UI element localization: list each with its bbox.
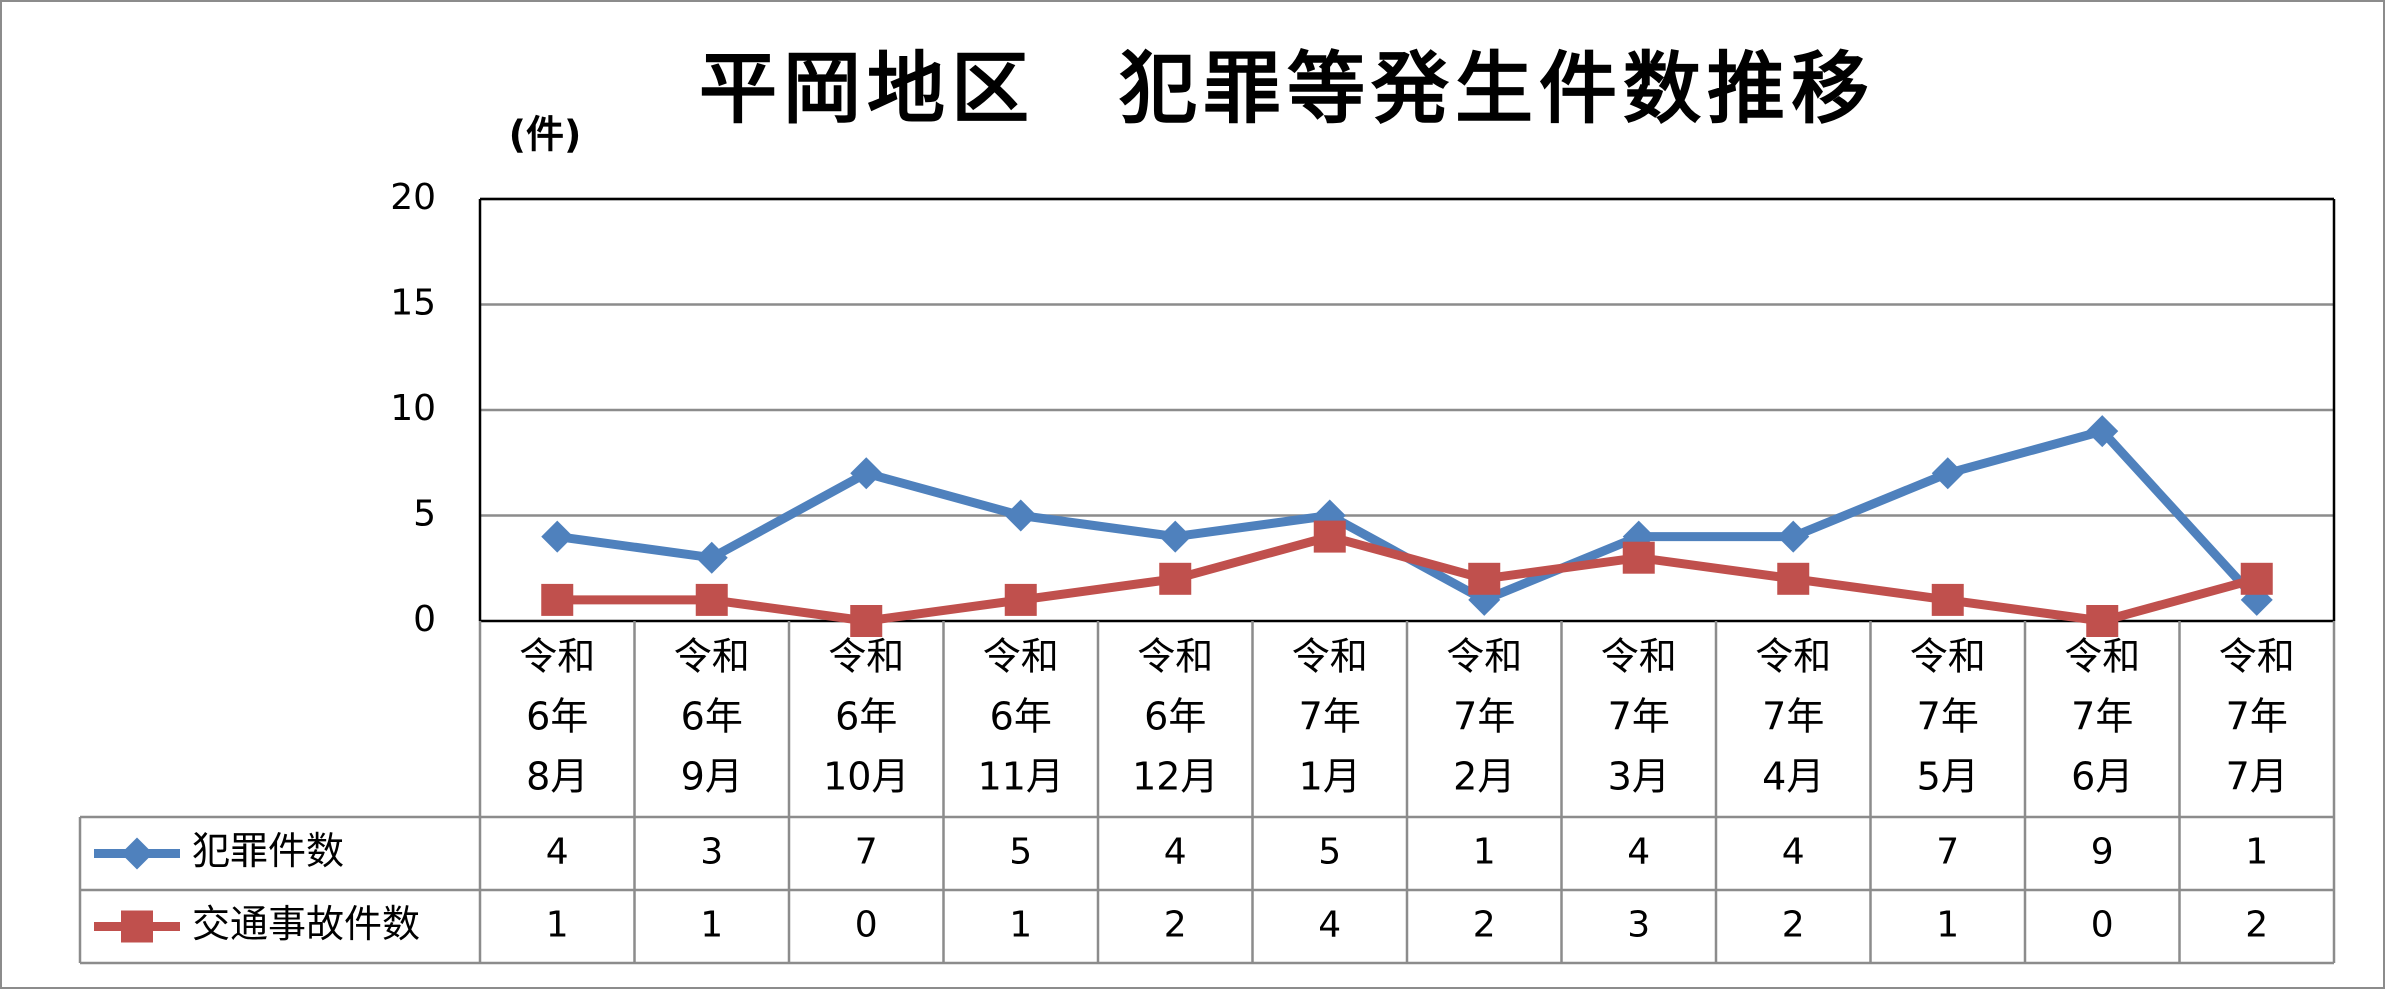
series-line-2 — [557, 532, 2258, 626]
legend-square-marker — [121, 910, 153, 943]
x-category-label: 令和 — [1137, 635, 1213, 679]
data-table-value: 4 — [546, 832, 569, 873]
data-table-value: 7 — [855, 832, 878, 873]
data-table-value: 1 — [700, 905, 723, 946]
series-2-point — [695, 583, 728, 616]
data-table-value: 5 — [1318, 832, 1341, 873]
x-category-label: 6月 — [2071, 755, 2133, 799]
series-1-point — [1159, 520, 1192, 553]
x-category-label: 令和 — [1292, 635, 1368, 679]
data-table-value: 1 — [1009, 905, 1032, 946]
data-table-value: 1 — [546, 905, 569, 946]
series-1-point — [541, 520, 574, 553]
legend-series-name: 交通事故件数 — [192, 902, 420, 946]
x-category-label: 7年 — [1453, 695, 1515, 739]
series-2-point — [1931, 583, 1964, 616]
x-category-label: 令和 — [1755, 635, 1831, 679]
x-category-label: 令和 — [2219, 635, 2295, 679]
x-category-label: 令和 — [983, 635, 1059, 679]
series-2-point — [1468, 562, 1501, 595]
data-table-value: 7 — [1936, 832, 1959, 873]
series-2-point — [1777, 562, 1810, 595]
data-table-value: 0 — [855, 905, 878, 946]
chart-title: 平岡地区 犯罪等発生件数推移 — [699, 44, 1875, 134]
x-category-label: 10月 — [823, 755, 909, 799]
series-2-point — [541, 583, 574, 616]
y-axis-unit-label: (件) — [509, 113, 582, 157]
x-category-label: 6年 — [1144, 695, 1206, 739]
series-2-point — [2240, 562, 2273, 595]
x-category-label: 令和 — [1910, 635, 1986, 679]
data-table-value: 9 — [2091, 832, 2114, 873]
data-table-value: 3 — [700, 832, 723, 873]
legend-series-name: 犯罪件数 — [192, 829, 344, 873]
x-category-label: 12月 — [1132, 755, 1218, 799]
series-1-point — [2086, 415, 2119, 448]
x-category-label: 6年 — [990, 695, 1052, 739]
data-table-value: 3 — [1627, 905, 1650, 946]
x-category-label: 4月 — [1762, 755, 1824, 799]
data-table-value: 4 — [1164, 832, 1187, 873]
y-tick-label: 5 — [413, 494, 436, 535]
data-table-value: 2 — [2245, 905, 2268, 946]
data-table-value: 2 — [1473, 905, 1496, 946]
x-category-label: 令和 — [828, 635, 904, 679]
legend-diamond-marker — [121, 837, 153, 870]
data-table-value: 1 — [1936, 905, 1959, 946]
series-2-point — [1622, 541, 1655, 574]
x-category-label: 7年 — [2226, 695, 2288, 739]
data-table-value: 1 — [1473, 832, 1496, 873]
data-table-value: 4 — [1782, 832, 1805, 873]
series-1-point — [1777, 520, 1810, 553]
x-category-label: 11月 — [978, 755, 1064, 799]
x-category-label: 6年 — [681, 695, 743, 739]
x-category-label: 令和 — [519, 635, 595, 679]
x-category-label: 6年 — [526, 695, 588, 739]
series-2-point — [850, 605, 883, 637]
x-category-label: 9月 — [681, 755, 743, 799]
data-table-value: 1 — [2245, 832, 2268, 873]
x-category-label: 3月 — [1608, 755, 1670, 799]
x-category-label: 7年 — [1299, 695, 1361, 739]
series-2-point — [1313, 520, 1346, 553]
x-category-label: 令和 — [1601, 635, 1677, 679]
x-category-label: 5月 — [1917, 755, 1979, 799]
y-tick-label: 10 — [390, 388, 436, 429]
y-tick-label: 0 — [413, 599, 436, 640]
x-category-label: 2月 — [1453, 755, 1515, 799]
x-category-label: 1月 — [1299, 755, 1361, 799]
x-category-label: 8月 — [526, 755, 588, 799]
x-category-label: 6年 — [835, 695, 897, 739]
data-table-value: 0 — [2091, 905, 2114, 946]
series-1-point — [1004, 499, 1037, 532]
y-tick-label: 20 — [390, 177, 436, 218]
series-2-point — [1004, 583, 1037, 616]
x-category-label: 7年 — [1608, 695, 1670, 739]
x-category-label: 7月 — [2226, 755, 2288, 799]
y-tick-label: 15 — [390, 283, 436, 324]
x-category-label: 7年 — [1917, 695, 1979, 739]
x-category-label: 7年 — [2071, 695, 2133, 739]
series-2-point — [1159, 562, 1192, 595]
x-category-label: 令和 — [2064, 635, 2140, 679]
data-table-value: 4 — [1318, 905, 1341, 946]
data-table-value: 4 — [1627, 832, 1650, 873]
series-2-point — [2086, 605, 2119, 637]
x-category-label: 令和 — [674, 635, 750, 679]
data-table-value: 2 — [1782, 905, 1805, 946]
x-category-label: 7年 — [1762, 695, 1824, 739]
data-table-value: 5 — [1009, 832, 1032, 873]
series-1-point — [1931, 457, 1964, 490]
series-1-point — [695, 541, 728, 574]
series-1-point — [850, 457, 883, 490]
data-table-value: 2 — [1164, 905, 1187, 946]
x-category-label: 令和 — [1446, 635, 1522, 679]
